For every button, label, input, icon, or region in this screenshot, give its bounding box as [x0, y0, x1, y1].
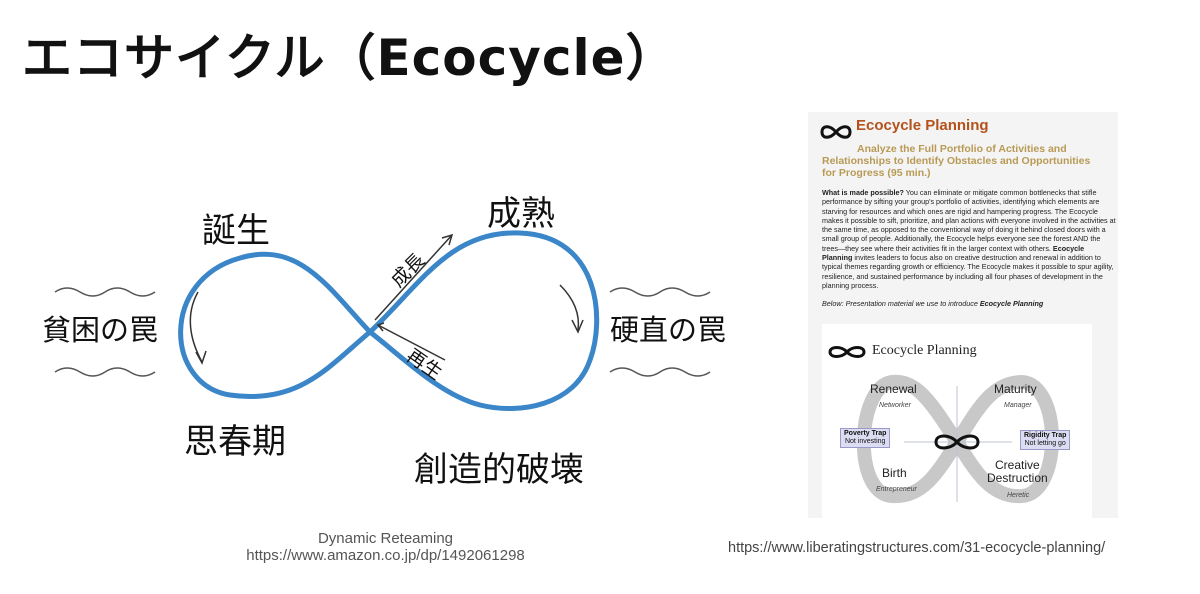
label-maturity: 成熟 — [487, 194, 555, 234]
figure-maturity: Maturity — [994, 382, 1037, 396]
figure-birth: Birth — [882, 466, 907, 480]
figure-birth-role: Entrepreneur — [876, 486, 917, 493]
arrow-renewal — [377, 324, 446, 361]
source-caption: Dynamic Reteaming https://www.amazon.co.… — [218, 530, 553, 564]
reference-body: What is made possible? You can eliminate… — [822, 188, 1116, 290]
figure-renewal: Renewal — [870, 382, 917, 396]
figure-rigidity-trap: Rigidity Trap Not letting go — [1020, 430, 1071, 450]
figure-maturity-role: Manager — [1004, 402, 1032, 409]
arrow-growth — [374, 234, 453, 321]
figure-logo-icon — [934, 434, 980, 450]
label-birth: 誕生 — [202, 211, 270, 251]
ecocycle-figure: Ecocycle Planning Renewal Networker Matu… — [822, 324, 1092, 518]
source-title: Dynamic Reteaming — [317, 530, 454, 547]
slide-title: エコサイクル（Ecocycle） — [22, 29, 677, 87]
reference-screenshot: Ecocycle Planning Analyze the Full Portf… — [808, 112, 1118, 518]
infinity-loop — [178, 230, 600, 412]
reference-subtitle: Analyze the Full Portfolio of Activities… — [822, 143, 1091, 179]
figure-title-logo-icon — [828, 346, 866, 358]
figure-renewal-role: Networker — [879, 402, 911, 409]
label-rigidity-trap: 硬直の罠 — [610, 313, 727, 347]
figure-poverty-trap: Poverty Trap Not investing — [840, 428, 891, 448]
ecocycle-logo-icon — [820, 125, 852, 139]
label-adolescence: 思春期 — [184, 422, 286, 462]
label-poverty-trap: 貧困の罠 — [42, 313, 159, 347]
reference-title: Ecocycle Planning — [856, 117, 989, 134]
label-creative-destruction: 創造的破壊 — [414, 450, 584, 490]
wavy-lines — [54, 287, 711, 377]
arrow-right-loop — [559, 284, 580, 331]
figure-creative-destruction-role: Heretic — [1007, 492, 1030, 499]
reference-note: Below: Presentation material we use to i… — [822, 299, 1044, 308]
arrows — [189, 233, 584, 365]
source-url[interactable]: https://www.amazon.co.jp/dp/1492061298 — [246, 547, 525, 564]
figure-creative-destruction: Creative Destruction — [987, 458, 1048, 485]
figure-title: Ecocycle Planning — [872, 343, 977, 358]
ecocycle-diagram — [54, 230, 711, 412]
arrow-left-loop — [189, 291, 203, 363]
reference-url[interactable]: https://www.liberatingstructures.com/31-… — [728, 540, 1106, 556]
